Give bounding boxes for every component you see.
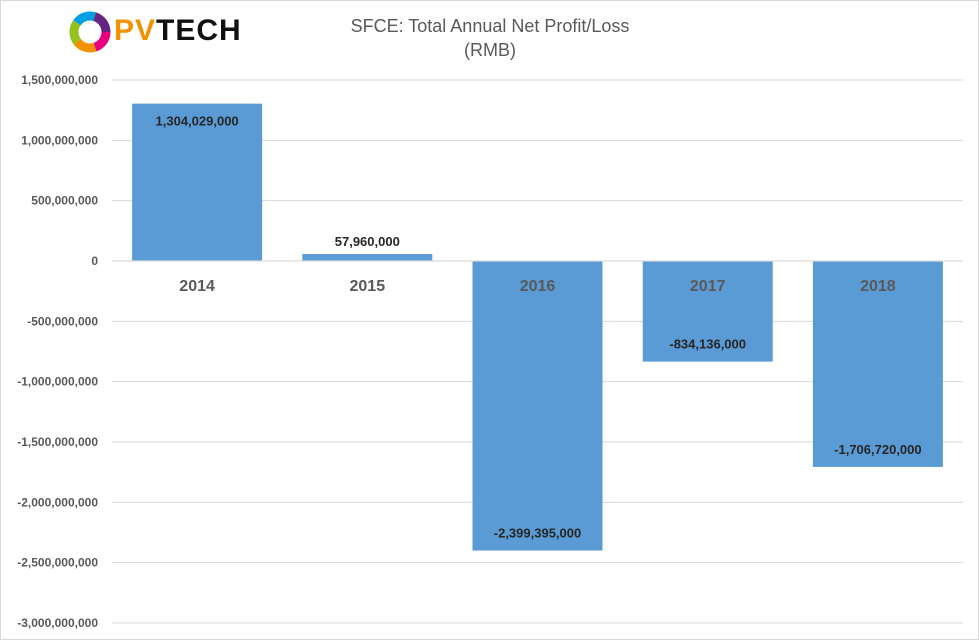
y-tick-label: 1,500,000,000 (21, 73, 98, 87)
logo-ring-icon (69, 11, 111, 53)
y-tick-label: -2,000,000,000 (17, 495, 98, 509)
data-label: 57,960,000 (335, 234, 400, 249)
data-label: -834,136,000 (669, 337, 746, 352)
bars (132, 103, 943, 551)
bar-2015 (302, 254, 433, 261)
x-tick-label: 2014 (179, 278, 215, 295)
chart-title-line2: (RMB) (464, 40, 516, 60)
data-label: -1,706,720,000 (834, 442, 921, 457)
data-label: 1,304,029,000 (156, 114, 239, 129)
y-tick-label: 0 (91, 254, 98, 268)
y-tick-label: 500,000,000 (31, 194, 98, 208)
bar-2014 (132, 103, 263, 261)
y-tick-label: -500,000,000 (27, 314, 98, 328)
x-axis-ticks: 2014 2015 2016 2017 2018 (179, 278, 895, 295)
bar-2018 (812, 261, 943, 467)
y-tick-label: 1,000,000,000 (21, 133, 98, 147)
y-axis-ticks: 1,500,000,000 1,000,000,000 500,000,000 0 -5… (17, 73, 98, 630)
y-tick-label: -3,000,000,000 (17, 616, 98, 630)
bar-2016 (472, 261, 603, 551)
y-tick-label: -1,000,000,000 (17, 375, 98, 389)
y-tick-label: -1,500,000,000 (17, 435, 98, 449)
chart-title-line1: SFCE: Total Annual Net Profit/Loss (350, 16, 630, 36)
chart-title: SFCE: Total Annual Net Profit/Loss (RMB) (240, 14, 740, 62)
data-labels: 1,304,029,000 57,960,000 -2,399,395,000 -83… (156, 114, 922, 541)
logo-wordmark: PVTECH (114, 14, 242, 48)
y-tick-label: -2,500,000,000 (17, 556, 98, 570)
x-tick-label: 2016 (520, 278, 556, 295)
pvtech-logo: PVTECH (68, 8, 248, 56)
bar-2017 (642, 261, 773, 362)
x-tick-label: 2018 (860, 278, 896, 295)
x-tick-label: 2017 (690, 278, 726, 295)
logo-wordmark-pv: PV (114, 14, 157, 47)
logo-wordmark-tech: TECH (156, 14, 242, 47)
data-label: -2,399,395,000 (494, 526, 581, 541)
x-tick-label: 2015 (350, 278, 386, 295)
